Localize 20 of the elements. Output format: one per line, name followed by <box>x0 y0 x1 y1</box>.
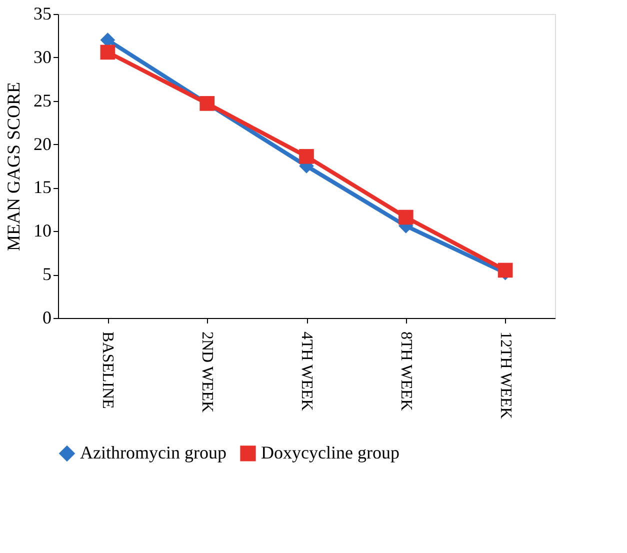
x-tick-label: BASELINE <box>99 332 116 409</box>
legend-label: Azithromycin group <box>80 442 226 462</box>
y-axis-title: MEAN GAGS SCORE <box>4 82 24 252</box>
x-tick-label: 12TH WEEK <box>496 332 514 420</box>
point <box>498 262 513 278</box>
legend-label: Doxycycline group <box>261 442 400 462</box>
x-tick-label: 8TH WEEK <box>397 332 414 412</box>
y-tick-label: 15 <box>34 177 52 198</box>
x-tick-label: 2ND WEEK <box>198 332 216 413</box>
y-tick-label: 35 <box>34 4 52 24</box>
point <box>299 149 314 164</box>
y-tick-label: 0 <box>42 308 52 328</box>
x-tick-label: 4TH WEEK <box>298 332 315 412</box>
y-tick-label: 25 <box>34 90 52 110</box>
point <box>100 44 116 60</box>
point <box>398 210 414 225</box>
y-tick-label: 30 <box>34 46 52 67</box>
y-tick-label: 20 <box>34 134 52 154</box>
y-tick-label: 5 <box>42 264 52 284</box>
y-tick-label: 10 <box>34 220 52 241</box>
